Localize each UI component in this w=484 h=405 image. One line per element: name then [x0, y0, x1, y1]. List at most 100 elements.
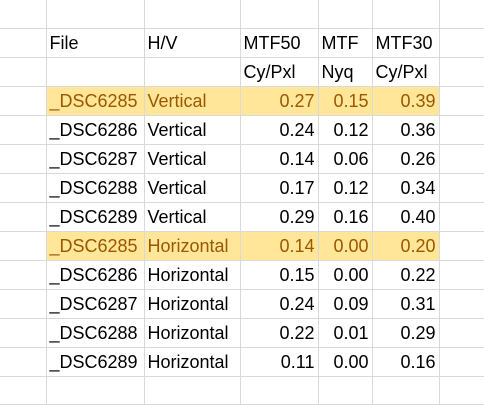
cell-file[interactable]: _DSC6286: [46, 260, 145, 290]
cell-hv[interactable]: Vertical: [144, 115, 241, 145]
cell-mtf30[interactable]: 0.34: [372, 173, 440, 203]
cell-file[interactable]: _DSC6285: [46, 86, 145, 116]
header-cell-mtf[interactable]: MTF: [318, 28, 373, 58]
cell-mtf30[interactable]: 0.40: [372, 202, 440, 232]
header-unit-mtf50[interactable]: Cy/Pxl: [240, 57, 319, 87]
cell-mtf50[interactable]: 0.17: [240, 173, 319, 203]
cell-mtf[interactable]: 0.12: [318, 173, 373, 203]
grid-cell[interactable]: [0, 115, 47, 145]
cell-mtf50[interactable]: 0.11: [240, 347, 319, 377]
cell-mtf[interactable]: 0.12: [318, 115, 373, 145]
cell-mtf[interactable]: 0.00: [318, 347, 373, 377]
cell-hv[interactable]: Vertical: [144, 144, 241, 174]
cell-hv[interactable]: Horizontal: [144, 260, 241, 290]
cell-mtf50[interactable]: 0.22: [240, 318, 319, 348]
cell-mtf50[interactable]: 0.14: [240, 144, 319, 174]
grid-cell[interactable]: [439, 347, 484, 377]
grid-cell[interactable]: [46, 0, 145, 29]
grid-cell[interactable]: [439, 376, 484, 405]
cell-file[interactable]: _DSC6285: [46, 231, 145, 261]
cell-mtf30[interactable]: 0.22: [372, 260, 440, 290]
grid-cell[interactable]: [439, 28, 484, 58]
cell-mtf30[interactable]: 0.29: [372, 318, 440, 348]
header-unit-mtf30[interactable]: Cy/Pxl: [372, 57, 440, 87]
cell-hv[interactable]: Horizontal: [144, 231, 241, 261]
grid-cell[interactable]: [439, 144, 484, 174]
cell-mtf30[interactable]: 0.20: [372, 231, 440, 261]
cell-file[interactable]: _DSC6288: [46, 173, 145, 203]
grid-cell[interactable]: [0, 231, 47, 261]
grid-cell[interactable]: [144, 0, 241, 29]
cell-mtf50[interactable]: 0.27: [240, 86, 319, 116]
header-cell-mtf50[interactable]: MTF50: [240, 28, 319, 58]
header-unit-file[interactable]: [46, 57, 145, 87]
cell-mtf30[interactable]: 0.31: [372, 289, 440, 319]
grid-cell[interactable]: [144, 376, 241, 405]
grid-cell[interactable]: [240, 0, 319, 29]
header-unit-mtf[interactable]: Nyq: [318, 57, 373, 87]
grid-cell[interactable]: [439, 115, 484, 145]
grid-cell[interactable]: [0, 376, 47, 405]
cell-mtf50[interactable]: 0.14: [240, 231, 319, 261]
grid-cell[interactable]: [318, 0, 373, 29]
grid-cell[interactable]: [439, 57, 484, 87]
grid-cell[interactable]: [0, 86, 47, 116]
grid-cell[interactable]: [439, 202, 484, 232]
grid-cell[interactable]: [0, 289, 47, 319]
grid-cell[interactable]: [318, 376, 373, 405]
cell-mtf[interactable]: 0.16: [318, 202, 373, 232]
header-unit-hv[interactable]: [144, 57, 241, 87]
grid-cell[interactable]: [0, 0, 47, 29]
grid-cell[interactable]: [46, 376, 145, 405]
cell-mtf[interactable]: 0.06: [318, 144, 373, 174]
grid-cell[interactable]: [439, 173, 484, 203]
cell-hv[interactable]: Horizontal: [144, 318, 241, 348]
header-cell-mtf30[interactable]: MTF30: [372, 28, 440, 58]
grid-cell[interactable]: [0, 260, 47, 290]
cell-mtf50[interactable]: 0.15: [240, 260, 319, 290]
cell-file[interactable]: _DSC6286: [46, 115, 145, 145]
cell-hv[interactable]: Vertical: [144, 173, 241, 203]
cell-mtf50[interactable]: 0.24: [240, 115, 319, 145]
grid-cell[interactable]: [439, 260, 484, 290]
cell-file[interactable]: _DSC6287: [46, 289, 145, 319]
table-row: _DSC6285 Vertical 0.27 0.15 0.39: [0, 86, 484, 116]
header-row-units: Cy/Pxl Nyq Cy/Pxl: [0, 57, 484, 87]
cell-mtf[interactable]: 0.00: [318, 231, 373, 261]
grid-cell[interactable]: [372, 0, 440, 29]
cell-file[interactable]: _DSC6287: [46, 144, 145, 174]
cell-file[interactable]: _DSC6288: [46, 318, 145, 348]
grid-cell[interactable]: [0, 57, 47, 87]
cell-file[interactable]: _DSC6289: [46, 347, 145, 377]
cell-mtf30[interactable]: 0.36: [372, 115, 440, 145]
cell-mtf[interactable]: 0.01: [318, 318, 373, 348]
grid-cell[interactable]: [439, 231, 484, 261]
cell-mtf50[interactable]: 0.29: [240, 202, 319, 232]
grid-cell[interactable]: [0, 347, 47, 377]
cell-hv[interactable]: Horizontal: [144, 289, 241, 319]
cell-hv[interactable]: Vertical: [144, 202, 241, 232]
cell-mtf[interactable]: 0.00: [318, 260, 373, 290]
cell-mtf30[interactable]: 0.16: [372, 347, 440, 377]
grid-cell[interactable]: [439, 289, 484, 319]
cell-mtf[interactable]: 0.15: [318, 86, 373, 116]
cell-mtf[interactable]: 0.09: [318, 289, 373, 319]
grid-cell[interactable]: [372, 376, 440, 405]
cell-hv[interactable]: Horizontal: [144, 347, 241, 377]
cell-file[interactable]: _DSC6289: [46, 202, 145, 232]
cell-hv[interactable]: Vertical: [144, 86, 241, 116]
grid-cell[interactable]: [439, 0, 484, 29]
cell-mtf30[interactable]: 0.39: [372, 86, 440, 116]
grid-cell[interactable]: [0, 318, 47, 348]
grid-cell[interactable]: [0, 144, 47, 174]
grid-cell[interactable]: [0, 202, 47, 232]
header-cell-hv[interactable]: H/V: [144, 28, 241, 58]
grid-cell[interactable]: [439, 86, 484, 116]
grid-cell[interactable]: [439, 318, 484, 348]
header-cell-file[interactable]: File: [46, 28, 145, 58]
grid-cell[interactable]: [0, 173, 47, 203]
grid-cell[interactable]: [0, 28, 47, 58]
cell-mtf30[interactable]: 0.26: [372, 144, 440, 174]
cell-mtf50[interactable]: 0.24: [240, 289, 319, 319]
grid-cell[interactable]: [240, 376, 319, 405]
